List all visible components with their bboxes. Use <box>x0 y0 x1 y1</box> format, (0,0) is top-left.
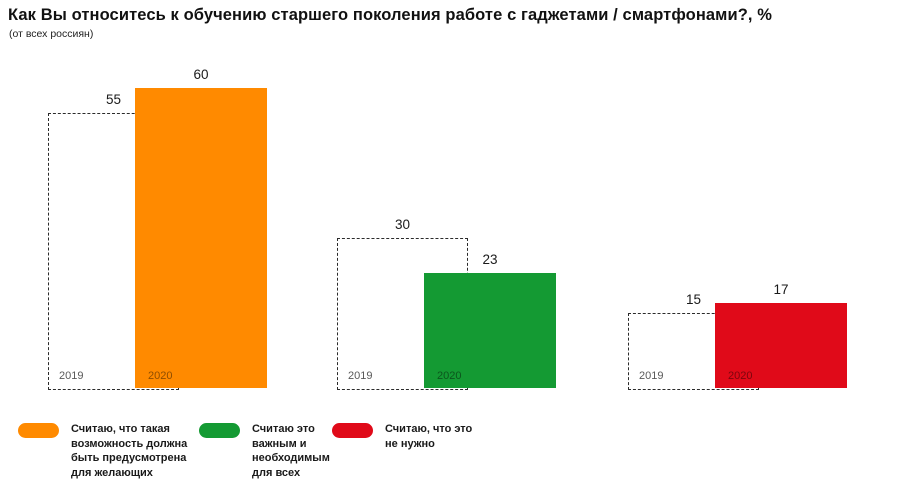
legend-label: Считаю, что такая возможность должна быт… <box>71 423 188 479</box>
chart-subtitle: (от всех россиян) <box>9 28 94 40</box>
legend: Считаю, что такая возможность должна быт… <box>0 422 900 481</box>
year-label-2020: 2020 <box>728 370 753 382</box>
value-label-2020: 23 <box>482 252 498 267</box>
bar-2020-solid <box>715 303 847 388</box>
bar-group-option3: 15 17 2019 2020 <box>628 0 847 390</box>
year-label-2020: 2020 <box>148 370 173 382</box>
year-label-2020: 2020 <box>437 370 462 382</box>
plot-area: 55 60 2019 2020 30 23 2019 2020 15 17 20… <box>48 0 847 390</box>
legend-swatch-green <box>199 423 240 438</box>
year-label-2019: 2019 <box>639 370 664 382</box>
chart-title: Как Вы относитесь к обучению старшего по… <box>8 6 773 24</box>
legend-item-option3: Считаю, что это не нужно <box>332 422 502 451</box>
legend-label: Считаю это важным и необходимым для всех <box>252 423 330 479</box>
year-label-2019: 2019 <box>348 370 373 382</box>
bar-2020-solid <box>424 273 556 388</box>
legend-label: Считаю, что это не нужно <box>385 423 473 450</box>
legend-item-option1: Считаю, что такая возможность должна быт… <box>18 422 198 480</box>
value-label-2020: 17 <box>773 282 789 297</box>
value-label-2020: 60 <box>193 67 209 82</box>
legend-swatch-red <box>332 423 373 438</box>
legend-item-option2: Считаю это важным и необходимым для всех <box>199 422 359 480</box>
year-label-2019: 2019 <box>59 370 84 382</box>
value-label-2019: 15 <box>685 292 702 307</box>
legend-swatch-orange <box>18 423 59 438</box>
value-label-2019: 55 <box>105 92 122 107</box>
bar-group-option2: 30 23 2019 2020 <box>337 0 556 390</box>
value-label-2019: 30 <box>394 217 411 232</box>
bar-2020-solid <box>135 88 267 388</box>
bar-group-option1: 55 60 2019 2020 <box>48 0 267 390</box>
